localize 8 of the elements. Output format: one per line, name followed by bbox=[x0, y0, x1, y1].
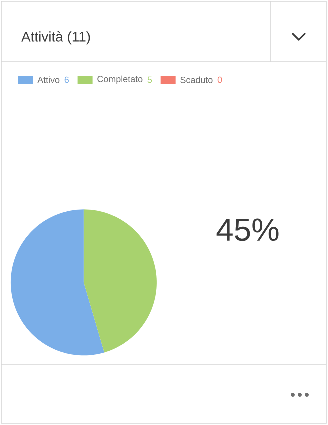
legend-label: Attivo bbox=[38, 76, 60, 84]
text: 0 bbox=[218, 76, 222, 84]
legend-label: Completato bbox=[98, 76, 143, 84]
chart-title: Attività (11) bbox=[22, 31, 90, 45]
data-label: 6 bbox=[64, 76, 70, 84]
data-label: 5 bbox=[148, 76, 152, 84]
text: 45% bbox=[216, 218, 279, 242]
legend-label: Scaduto bbox=[180, 76, 213, 84]
